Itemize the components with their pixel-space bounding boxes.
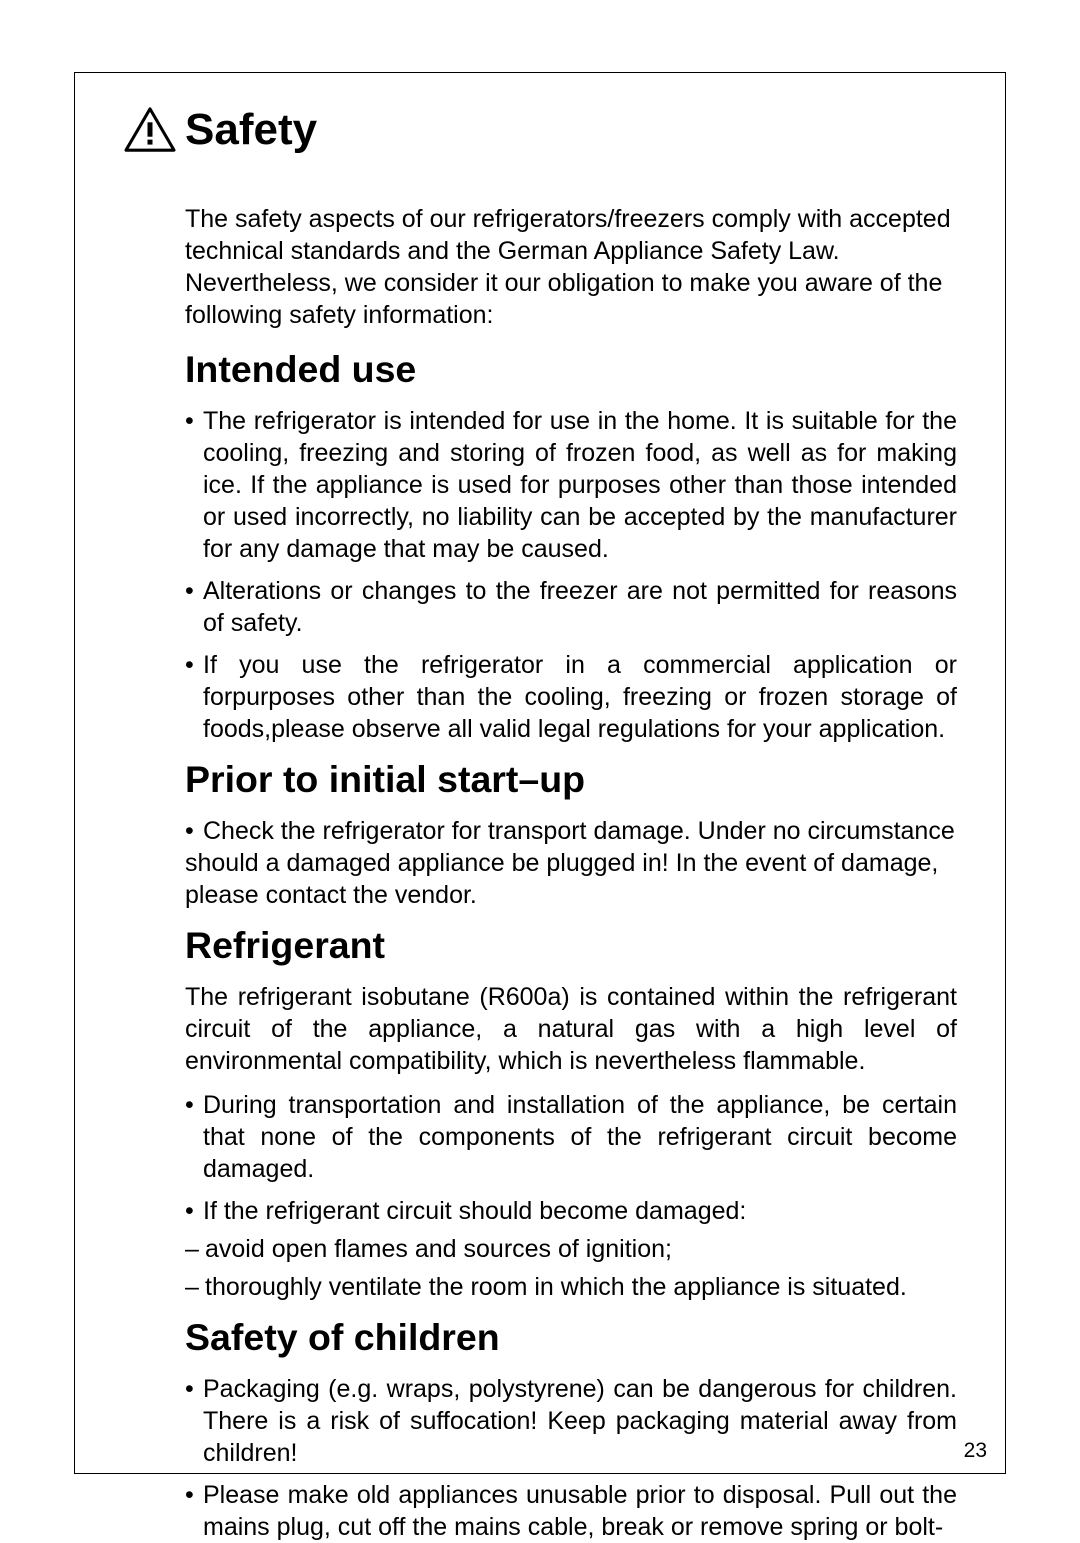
bullet-item: Please make old appliances unusable prio… [185, 1479, 957, 1543]
page-title: Safety [185, 105, 317, 155]
title-row: Safety [123, 105, 957, 155]
bullet-dot-icon [185, 1089, 203, 1185]
bullet-dot-icon [185, 1195, 203, 1227]
bullet-dot-icon [185, 1373, 203, 1469]
section-intro-paragraph: The refrigerant isobutane (R600a) is con… [185, 981, 957, 1077]
warning-triangle-icon [123, 106, 177, 154]
dash-icon [185, 1271, 205, 1303]
bullet-dot-icon [185, 405, 203, 565]
bullet-item: Alterations or changes to the freezer ar… [185, 575, 957, 639]
bullet-item: The refrigerator is intended for use in … [185, 405, 957, 565]
bullet-item: Packaging (e.g. wraps, polystyrene) can … [185, 1373, 957, 1469]
bullet-item: During transportation and installation o… [185, 1089, 957, 1185]
bullet-item: If you use the refrigerator in a commerc… [185, 649, 957, 745]
dash-item: avoid open flames and sources of ignitio… [185, 1233, 957, 1265]
content-body: The safety aspects of our refrigerators/… [123, 203, 957, 1543]
bullet-dot-icon [185, 1479, 203, 1543]
bullet-dot-icon [185, 575, 203, 639]
section-heading: Safety of children [185, 1313, 957, 1361]
dash-item: thoroughly ventilate the room in which t… [185, 1271, 957, 1303]
document-page: Safety The safety aspects of our refrige… [74, 72, 1006, 1474]
bullet-item: Check the refrigerator for transport dam… [185, 815, 957, 911]
intro-paragraph: The safety aspects of our refrigerators/… [185, 203, 957, 331]
section-heading: Prior to initial start–up [185, 755, 957, 803]
section-heading: Refrigerant [185, 921, 957, 969]
bullet-item: If the refrigerant circuit should become… [185, 1195, 957, 1227]
section-heading: Intended use [185, 345, 957, 393]
bullet-dot-icon [185, 649, 203, 745]
dash-icon [185, 1233, 205, 1265]
page-number: 23 [964, 1439, 987, 1463]
